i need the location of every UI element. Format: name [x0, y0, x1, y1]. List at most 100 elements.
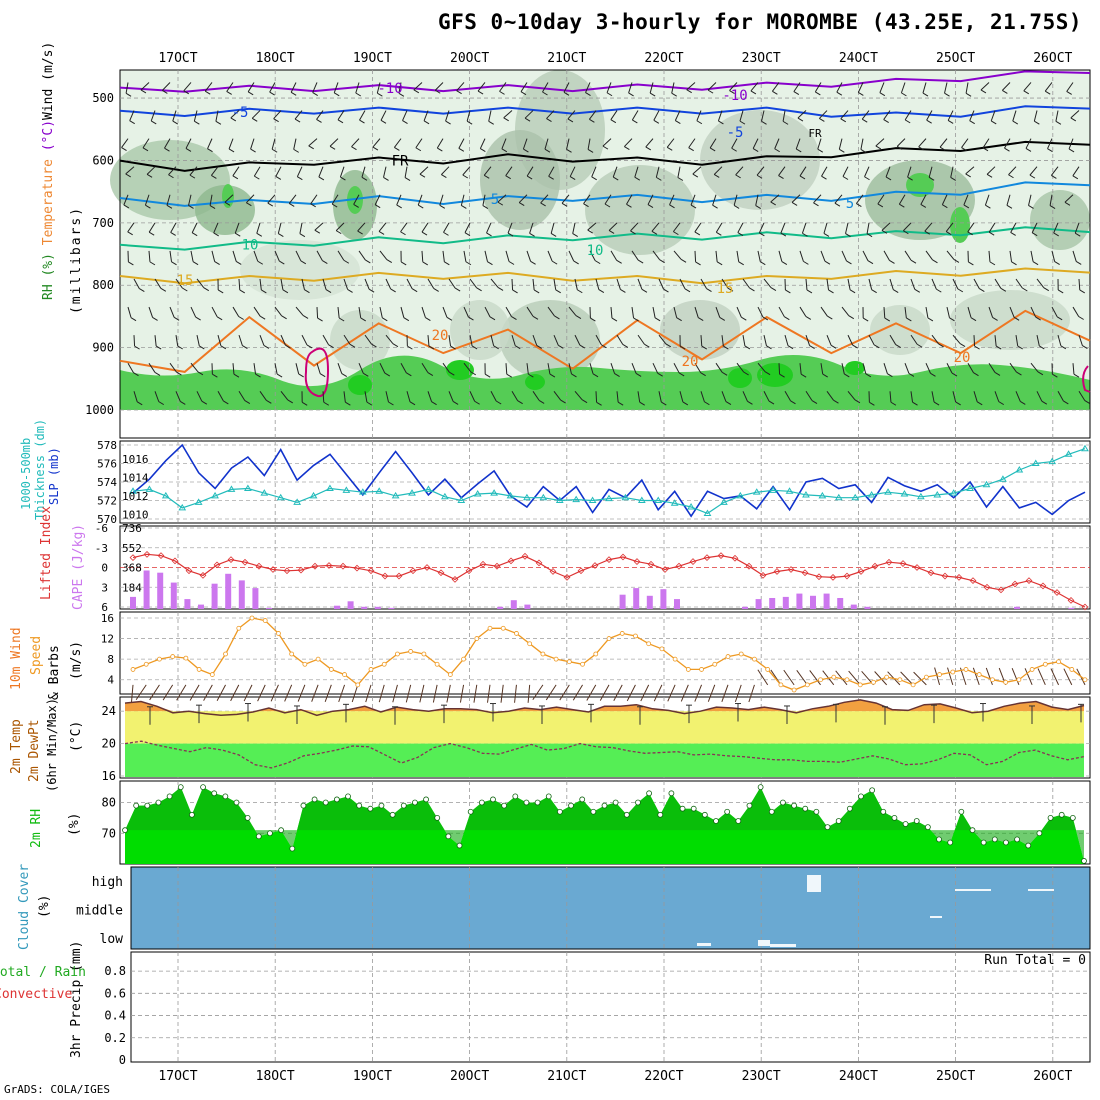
wind-barb: [160, 287, 167, 292]
wind-barb: [155, 345, 162, 350]
wind-barb: [782, 110, 786, 122]
wind-barb: [883, 110, 891, 120]
wind-barb: [526, 250, 532, 262]
wind-barb: [526, 175, 533, 180]
wind-barb: [427, 278, 435, 289]
wind-barb-10m: [216, 684, 226, 701]
wind-barb: [729, 90, 735, 94]
wind-barb: [841, 363, 845, 375]
wind-barb-10m: [626, 684, 636, 702]
wind-barb: [428, 345, 435, 350]
wind-barb: [666, 138, 675, 148]
wind-barb: [162, 89, 168, 94]
wind-barb: [771, 82, 780, 92]
cloud-cell: [758, 940, 770, 946]
wind-barb: [300, 260, 307, 265]
wind-barb: [833, 399, 839, 404]
wind-barb: [358, 306, 362, 319]
x-tick-label-top: 25OCT: [936, 51, 975, 66]
wind-barb: [590, 317, 596, 322]
wind-barb: [721, 278, 729, 289]
wind-barb: [574, 390, 583, 401]
wind-barb: [507, 222, 513, 234]
wind-barb: [826, 334, 832, 346]
rh2m-marker: [780, 799, 786, 806]
wind-barb: [463, 362, 472, 373]
wind-barb: [925, 363, 931, 374]
wind-barb: [910, 278, 916, 290]
wind-barb: [941, 194, 948, 205]
wind-barb: [511, 278, 514, 291]
wind-barb: [721, 391, 727, 402]
wind-barb: [680, 258, 687, 263]
wind-barb: [982, 138, 990, 149]
lifted-index-marker: [927, 569, 935, 577]
wind-barb: [949, 317, 955, 322]
slp-line: [132, 443, 1086, 518]
wind-barb: [421, 250, 424, 262]
wind-barb: [224, 201, 231, 206]
thickness-marker: [506, 491, 515, 499]
isotherm-label: 15: [717, 281, 734, 297]
wind-barb: [164, 138, 171, 149]
wind-barb: [606, 92, 613, 97]
wind-barb: [778, 166, 786, 176]
wind-barb: [279, 260, 285, 265]
wind-barb: [250, 148, 256, 153]
y-axis-label: 2m RH: [29, 809, 44, 848]
rh2m-marker: [1025, 842, 1032, 849]
y-tick-label: 700: [92, 216, 114, 230]
rh2m-marker: [690, 805, 697, 812]
y-tick-label: 24: [102, 704, 116, 718]
rh2m-marker: [278, 827, 285, 834]
thickness-marker: [851, 493, 860, 501]
wind-barb: [986, 166, 996, 175]
wind-barb: [550, 222, 555, 234]
wind-barb: [207, 138, 213, 149]
wind-barb: [365, 259, 371, 264]
rh2m-marker: [222, 793, 229, 800]
wind-barb: [952, 278, 959, 290]
thickness-marker: [916, 492, 925, 500]
wind-barb: [144, 194, 150, 206]
y-axis-label: (millibars): [69, 206, 84, 314]
wind-barb: [393, 138, 402, 148]
wind-barb: [676, 317, 682, 322]
wind-barb: [374, 204, 381, 209]
wind-barb: [988, 306, 994, 318]
rh2m-marker: [523, 799, 530, 806]
wind-barb: [259, 334, 265, 346]
wind-barb: [312, 82, 318, 93]
wind-barb: [998, 401, 1005, 406]
rh2m-marker: [657, 811, 664, 818]
wind-barb: [139, 288, 145, 293]
wind-barb: [1051, 306, 1058, 318]
wind-barb: [904, 250, 912, 261]
wind-barb: [364, 278, 370, 290]
wind-barb: [400, 261, 407, 266]
thickness-marker: [440, 492, 449, 500]
wind-barb: [287, 399, 294, 404]
wind-barb: [985, 204, 991, 209]
wind-barb: [612, 166, 618, 178]
wind-barb: [1030, 250, 1034, 262]
wind-barb: [295, 306, 304, 316]
wind-barb: [484, 306, 491, 318]
wind-barb: [780, 222, 786, 234]
y-tick-label: high: [92, 875, 123, 890]
wind-barb: [505, 250, 510, 262]
wind-barb: [442, 250, 445, 262]
wind-barb: [419, 173, 426, 178]
wind-barb: [589, 363, 594, 374]
rh2m-marker: [1047, 814, 1054, 821]
wind-barb: [653, 110, 660, 121]
wind-barb: [501, 148, 508, 153]
wind-barb: [150, 110, 156, 122]
wind-barb: [572, 233, 578, 238]
wind-barb-10m: [378, 684, 385, 703]
y-axis-label: 10m Wind: [9, 627, 24, 690]
wind-barb: [295, 363, 300, 375]
wind-barb: [900, 82, 906, 94]
wind-barb: [469, 335, 473, 347]
wind-barb: [770, 201, 776, 206]
